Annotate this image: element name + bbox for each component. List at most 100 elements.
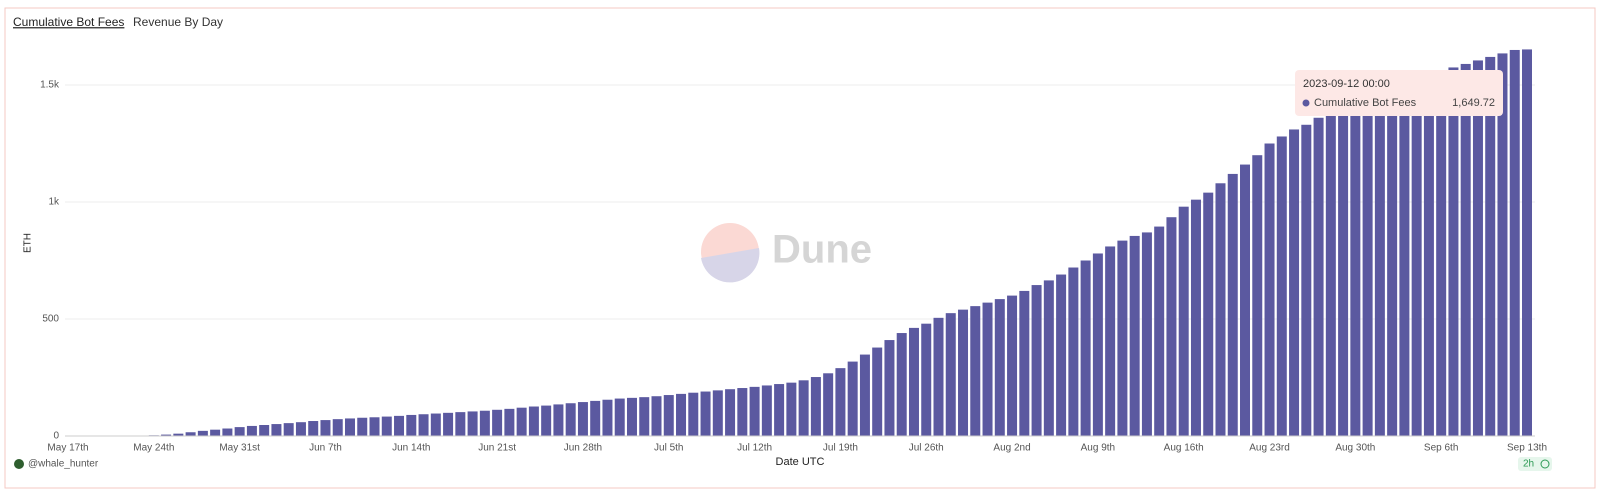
bar xyxy=(1436,71,1446,436)
x-tick-label: Jul 19th xyxy=(823,443,858,454)
bar xyxy=(1510,50,1520,436)
bar xyxy=(1461,64,1471,436)
bar xyxy=(529,407,539,436)
x-tick-label: Aug 2nd xyxy=(993,443,1030,454)
bar xyxy=(553,404,563,436)
bar xyxy=(1117,241,1127,436)
bar xyxy=(652,396,662,436)
bar xyxy=(701,392,711,436)
bar xyxy=(639,397,649,436)
bar xyxy=(1179,207,1189,436)
bar xyxy=(1252,155,1262,436)
bar xyxy=(382,417,392,436)
bar xyxy=(186,432,196,436)
bar xyxy=(860,355,870,436)
x-tick-label: Jul 26th xyxy=(909,443,944,454)
bar xyxy=(1166,217,1176,436)
bar xyxy=(1412,80,1422,436)
bar xyxy=(615,399,625,436)
bar xyxy=(737,388,747,436)
bar xyxy=(1424,76,1434,436)
bar xyxy=(308,421,318,436)
bar xyxy=(406,415,416,436)
y-axis-label: ETH xyxy=(23,233,34,253)
bar xyxy=(320,420,330,436)
tab[interactable]: Revenue By Day xyxy=(133,15,223,29)
bar xyxy=(1203,193,1213,436)
y-tick-label: 0 xyxy=(53,431,59,442)
bar xyxy=(1399,85,1409,436)
bar xyxy=(1068,268,1078,436)
bar xyxy=(1448,67,1458,436)
bar xyxy=(1044,280,1054,436)
tooltip-box xyxy=(1295,70,1503,116)
bar xyxy=(1228,174,1238,436)
bar xyxy=(394,416,404,436)
tooltip-value: 1,649.72 xyxy=(1452,97,1495,109)
x-tick-label: May 17th xyxy=(47,443,88,454)
x-tick-label: Aug 30th xyxy=(1335,443,1375,454)
bar xyxy=(1277,136,1287,436)
bar xyxy=(222,429,232,436)
bar xyxy=(676,394,686,436)
tooltip-dot xyxy=(1303,100,1310,107)
age: 2h xyxy=(1523,459,1534,470)
bar xyxy=(848,362,858,436)
bar xyxy=(762,385,772,436)
bar xyxy=(1473,60,1483,436)
bar xyxy=(774,384,784,436)
bar xyxy=(1338,108,1348,436)
bar xyxy=(1375,94,1385,436)
bar xyxy=(946,313,956,436)
bar xyxy=(419,414,429,436)
bar xyxy=(296,422,306,436)
bar xyxy=(1289,129,1299,436)
bar xyxy=(725,389,735,436)
bar xyxy=(1007,296,1017,436)
bar xyxy=(933,318,943,436)
bar xyxy=(1301,125,1311,436)
x-tick-label: May 24th xyxy=(133,443,174,454)
tooltip-date: 2023-09-12 00:00 xyxy=(1303,78,1390,90)
x-tick-label: Jun 21st xyxy=(478,443,516,454)
x-axis-label: Date UTC xyxy=(776,456,825,468)
bar xyxy=(664,395,674,436)
x-tick-label: Jul 5th xyxy=(654,443,683,454)
tab[interactable]: Cumulative Bot Fees xyxy=(13,15,124,29)
bar xyxy=(271,424,281,436)
bar xyxy=(1142,232,1152,436)
bar xyxy=(884,340,894,436)
bar xyxy=(1105,246,1115,436)
bar xyxy=(590,401,600,436)
bar xyxy=(713,390,723,436)
bar xyxy=(504,409,514,436)
bar xyxy=(983,303,993,436)
x-tick-label: Aug 9th xyxy=(1081,443,1115,454)
watermark-text: Dune xyxy=(772,228,872,272)
bar xyxy=(357,418,367,436)
bar xyxy=(284,423,294,436)
bar xyxy=(259,425,269,436)
bar xyxy=(897,333,907,436)
bar xyxy=(566,403,576,436)
bar xyxy=(1387,90,1397,436)
bar xyxy=(811,377,821,436)
avatar xyxy=(14,459,24,469)
author[interactable]: @whale_hunter xyxy=(28,459,99,470)
x-tick-label: Sep 6th xyxy=(1424,443,1458,454)
bar xyxy=(198,431,208,436)
bar xyxy=(455,412,465,436)
bar xyxy=(345,418,355,436)
bar xyxy=(750,387,760,436)
bar xyxy=(541,406,551,436)
bar xyxy=(468,411,478,436)
bar xyxy=(995,299,1005,436)
y-tick-label: 1k xyxy=(48,197,60,208)
bar xyxy=(1522,49,1532,436)
bar xyxy=(370,417,380,436)
bar xyxy=(1154,227,1164,436)
tooltip: 2023-09-12 00:00 Cumulative Bot Fees 1,6… xyxy=(1295,70,1503,116)
bar xyxy=(799,380,809,436)
